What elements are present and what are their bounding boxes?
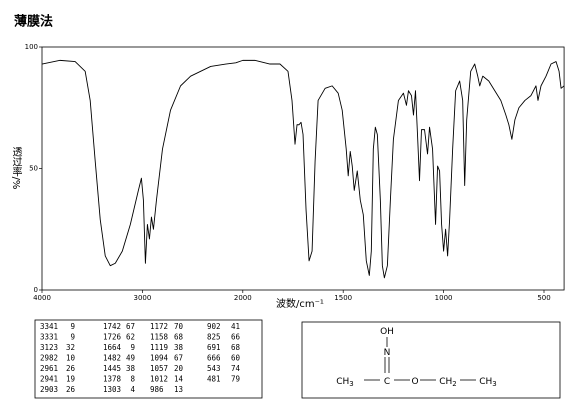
peak-wavenumber: 902 xyxy=(207,322,221,331)
peak-intensity: 67 xyxy=(126,322,135,331)
atom-label: CH3 xyxy=(479,377,497,389)
peak-intensity: 26 xyxy=(66,385,76,394)
atom-symbol: O xyxy=(411,377,418,387)
peak-wavenumber: 481 xyxy=(207,375,221,384)
atom-label: CH2 xyxy=(439,377,457,389)
peak-intensity: 19 xyxy=(66,375,75,384)
peak-intensity: 26 xyxy=(66,364,76,373)
peak-wavenumber: 1094 xyxy=(150,354,169,363)
atom-symbol: CH xyxy=(336,377,349,387)
peak-intensity: 10 xyxy=(66,354,76,363)
peak-wavenumber: 666 xyxy=(207,354,221,363)
peak-intensity: 14 xyxy=(174,375,184,384)
peak-wavenumber: 2982 xyxy=(40,354,58,363)
peak-wavenumber: 3341 xyxy=(40,322,58,331)
peak-wavenumber: 691 xyxy=(207,343,221,352)
peak-intensity: 79 xyxy=(231,375,240,384)
x-tick-label: 500 xyxy=(537,294,550,302)
peak-intensity: 9 xyxy=(130,343,135,352)
atom-label: O xyxy=(411,377,418,387)
atom-symbol: CH xyxy=(479,377,492,387)
chart-title: 薄膜法 xyxy=(14,14,53,30)
x-tick-label: 2000 xyxy=(234,294,252,302)
peak-wavenumber: 1378 xyxy=(103,375,122,384)
peak-wavenumber: 2903 xyxy=(40,385,58,394)
peak-intensity: 49 xyxy=(126,354,135,363)
peak-wavenumber: 1057 xyxy=(150,364,168,373)
structure-frame xyxy=(301,321,561,399)
peak-intensity: 38 xyxy=(174,343,184,352)
peak-intensity: 68 xyxy=(174,333,184,342)
peak-wavenumber: 3331 xyxy=(40,333,58,342)
peak-intensity: 9 xyxy=(70,333,75,342)
peak-wavenumber: 2961 xyxy=(40,364,58,373)
peak-wavenumber: 543 xyxy=(207,364,221,373)
peak-intensity: 20 xyxy=(174,364,184,373)
y-tick-label: 50 xyxy=(29,165,38,173)
peak-wavenumber: 1664 xyxy=(103,343,122,352)
peak-wavenumber: 1445 xyxy=(103,364,121,373)
atom-label: C xyxy=(384,377,390,387)
peak-intensity: 4 xyxy=(130,385,135,394)
peak-wavenumber: 1012 xyxy=(150,375,168,384)
peak-wavenumber: 1742 xyxy=(103,322,121,331)
peak-intensity: 13 xyxy=(174,385,183,394)
peak-wavenumber: 1482 xyxy=(103,354,121,363)
x-tick-label: 3000 xyxy=(133,294,151,302)
y-axis-label: 透过率/% xyxy=(10,146,22,189)
peak-intensity: 38 xyxy=(126,364,136,373)
atom-subscript: 3 xyxy=(349,380,353,388)
peak-intensity: 8 xyxy=(130,375,135,384)
peak-wavenumber: 1303 xyxy=(103,385,121,394)
atom-symbol: C xyxy=(384,377,390,387)
y-tick-label: 100 xyxy=(25,43,38,51)
atom-label: N xyxy=(384,348,391,358)
y-tick-label: 0 xyxy=(34,286,38,294)
peak-intensity: 66 xyxy=(231,333,241,342)
peak-wavenumber: 825 xyxy=(207,333,221,342)
x-tick-label: 1500 xyxy=(334,294,352,302)
atom-label: CH3 xyxy=(336,377,354,389)
peak-intensity: 60 xyxy=(231,354,241,363)
plot-frame xyxy=(41,46,565,291)
atom-subscript: 3 xyxy=(492,380,496,388)
atom-label: OH xyxy=(380,327,394,337)
peak-intensity: 41 xyxy=(231,322,240,331)
peak-wavenumber: 1172 xyxy=(150,322,168,331)
peak-wavenumber: 986 xyxy=(150,385,164,394)
peak-intensity: 9 xyxy=(70,322,75,331)
peak-intensity: 62 xyxy=(126,333,135,342)
peak-intensity: 32 xyxy=(66,343,75,352)
peak-wavenumber: 2941 xyxy=(40,375,58,384)
peak-wavenumber: 1726 xyxy=(103,333,122,342)
spectrum-line xyxy=(41,59,565,279)
peak-wavenumber: 1119 xyxy=(150,343,168,352)
peak-wavenumber: 3123 xyxy=(40,343,58,352)
peak-intensity: 70 xyxy=(174,322,184,331)
atom-symbol: CH xyxy=(439,377,452,387)
peak-intensity: 67 xyxy=(174,354,183,363)
peak-intensity: 74 xyxy=(231,364,241,373)
atom-symbol: OH xyxy=(380,327,394,337)
x-tick-label: 1000 xyxy=(435,294,453,302)
atom-subscript: 2 xyxy=(452,380,456,388)
peak-wavenumber: 1158 xyxy=(150,333,169,342)
table-frame xyxy=(34,319,263,399)
x-tick-label: 4000 xyxy=(33,294,51,302)
x-axis-label: 波数/cm⁻¹ xyxy=(276,297,324,310)
peak-intensity: 68 xyxy=(231,343,241,352)
bonds xyxy=(364,337,476,381)
atom-symbol: N xyxy=(384,348,391,358)
